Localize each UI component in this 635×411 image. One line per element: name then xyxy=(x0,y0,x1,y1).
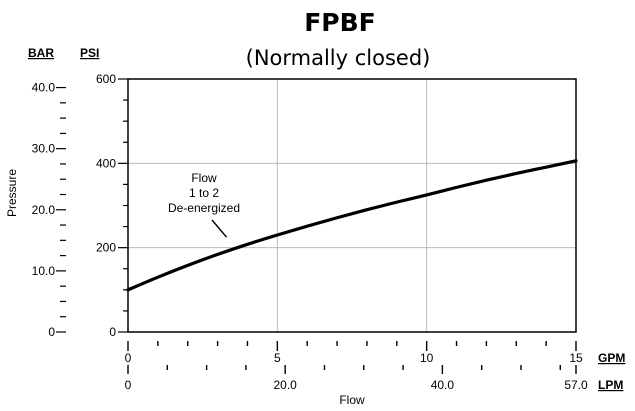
annotation-text: Flow xyxy=(191,171,217,185)
annotation-text: 1 to 2 xyxy=(189,186,219,200)
y-secondary-tick-label: 30.0 xyxy=(32,142,56,156)
x-axis-title: Flow xyxy=(339,393,365,407)
y-primary-tick-label: 200 xyxy=(96,241,116,255)
x-primary-unit: GPM xyxy=(598,351,625,365)
y-primary-tick-label: 0 xyxy=(109,325,116,339)
y-secondary-tick-label: 10.0 xyxy=(32,264,56,278)
y-primary-tick-label: 400 xyxy=(96,156,116,170)
axes: 0 200 400 600 0 10.0 20.0 30.0 40.0 0 5 10 15 0 20.0 40… xyxy=(32,72,588,392)
x-secondary-tick-label: 57.0 xyxy=(564,378,588,392)
y-axis-title: Pressure xyxy=(5,169,19,217)
chart-subtitle: (Normally closed) xyxy=(246,46,431,70)
x-secondary-tick-label: 40.0 xyxy=(431,378,455,392)
x-secondary-unit: LPM xyxy=(598,378,623,392)
annotation-text: De-energized xyxy=(168,201,240,215)
x-primary-tick-label: 10 xyxy=(420,351,434,365)
chart-title: FPBF xyxy=(304,8,376,37)
series xyxy=(126,159,578,292)
x-primary-tick-label: 0 xyxy=(125,351,132,365)
y-primary-unit: PSI xyxy=(80,46,99,60)
grid xyxy=(128,79,576,332)
series-line xyxy=(126,159,578,292)
x-primary-tick-label: 15 xyxy=(569,351,583,365)
y-secondary-tick-label: 40.0 xyxy=(32,81,56,95)
x-secondary-tick-label: 0 xyxy=(125,378,132,392)
annotation-leader xyxy=(211,219,228,238)
y-secondary-tick-label: 20.0 xyxy=(32,203,56,217)
x-primary-tick-label: 5 xyxy=(274,351,281,365)
x-secondary-tick-label: 20.0 xyxy=(274,378,298,392)
y-secondary-tick-label: 0 xyxy=(48,325,55,339)
y-primary-tick-label: 600 xyxy=(96,72,116,86)
y-secondary-unit: BAR xyxy=(28,46,54,60)
